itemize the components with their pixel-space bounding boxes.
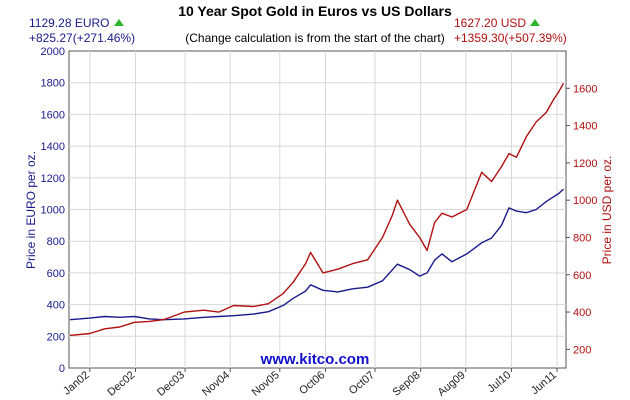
x-tick-label: Jan02 xyxy=(61,369,92,397)
series-line-eur xyxy=(69,188,564,321)
right-tick-label: 800 xyxy=(573,232,591,244)
x-tick-label: Dec02 xyxy=(105,369,137,399)
left-tick-label: 600 xyxy=(47,268,65,280)
left-tick-label: 1000 xyxy=(41,205,65,217)
right-tick-label: 1600 xyxy=(573,83,597,95)
x-tick-label: Oct07 xyxy=(347,369,377,397)
right-tick-label: 400 xyxy=(573,307,591,319)
right-tick-label: 200 xyxy=(573,344,591,356)
series-line-usd xyxy=(69,82,565,337)
x-tick-label: Dec03 xyxy=(155,369,187,399)
right-tick-label: 1200 xyxy=(573,158,597,170)
left-tick-label: 0 xyxy=(59,363,65,375)
up-arrow-icon xyxy=(113,19,124,26)
left-tick-label: 2000 xyxy=(41,46,65,58)
x-tick-label: Jun11 xyxy=(529,369,559,397)
eur-price: 1129.28 EURO xyxy=(29,16,110,30)
left-tick-label: 1800 xyxy=(41,78,65,90)
left-tick-label: 400 xyxy=(47,300,65,312)
left-tick-label: 800 xyxy=(47,236,65,248)
right-tick-label: 1400 xyxy=(573,121,597,133)
x-tick-label: Nov05 xyxy=(250,369,282,399)
left-tick-label: 200 xyxy=(47,331,65,343)
eur-change: +825.27(+271.46%) xyxy=(29,31,136,45)
usd-price-header: 1627.20 USD xyxy=(454,16,541,30)
x-tick-label: Aug09 xyxy=(436,369,468,399)
x-tick-label: Oct06 xyxy=(297,369,327,397)
x-tick-label: Jul10 xyxy=(486,369,514,395)
left-tick-label: 1200 xyxy=(41,173,65,185)
up-arrow-icon xyxy=(530,19,541,26)
source-label[interactable]: www.kitco.com xyxy=(260,351,370,368)
left-tick-label: 1400 xyxy=(41,141,65,153)
x-tick-label: Sep08 xyxy=(391,369,423,399)
right-tick-label: 600 xyxy=(573,270,591,282)
x-tick-label: Nov04 xyxy=(200,369,232,399)
usd-price: 1627.20 USD xyxy=(454,16,527,30)
left-tick-label: 1600 xyxy=(41,109,65,121)
chart-title: 10 Year Spot Gold in Euros vs US Dollars xyxy=(178,3,452,19)
eur-price-header: 1129.28 EURO xyxy=(29,16,124,30)
chart-subtitle: (Change calculation is from the start of… xyxy=(185,31,445,45)
usd-change: +1359.30(+507.39%) xyxy=(454,31,567,45)
right-tick-label: 1000 xyxy=(573,195,597,207)
